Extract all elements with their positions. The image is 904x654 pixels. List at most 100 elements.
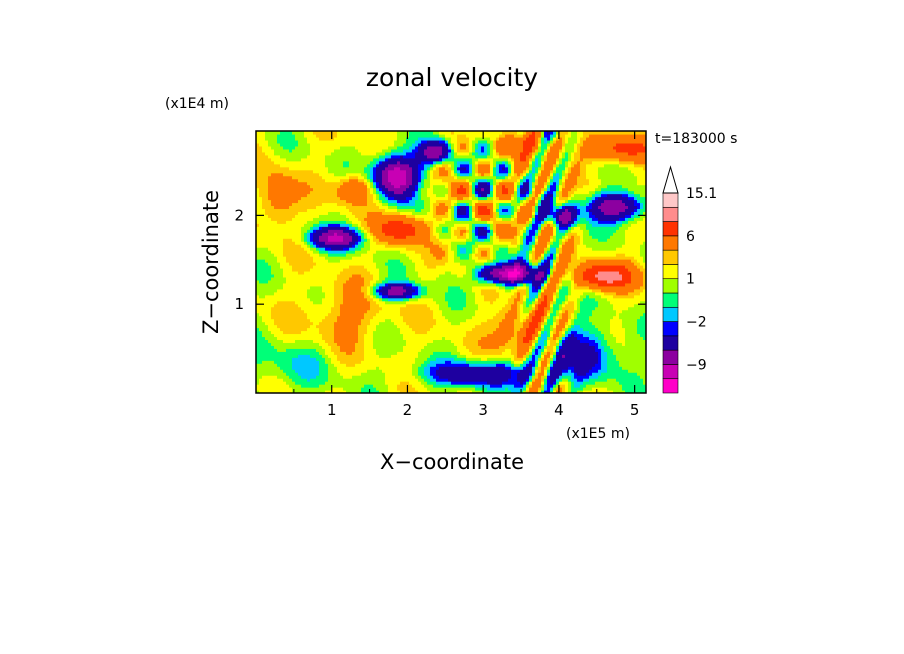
heatmap-cell bbox=[295, 303, 299, 308]
heatmap-cell bbox=[298, 148, 302, 153]
heatmap-cell bbox=[304, 321, 308, 326]
heatmap-cell bbox=[316, 279, 320, 284]
heatmap-cell bbox=[307, 208, 311, 212]
heatmap-cell bbox=[388, 253, 392, 257]
heatmap-cell bbox=[403, 369, 407, 373]
heatmap-cell bbox=[346, 211, 350, 215]
heatmap-cell bbox=[379, 247, 383, 251]
heatmap-cell bbox=[277, 229, 281, 233]
heatmap-cell bbox=[298, 247, 302, 251]
heatmap-cell bbox=[352, 285, 356, 290]
heatmap-cell bbox=[343, 178, 347, 183]
heatmap-cell bbox=[388, 139, 392, 144]
heatmap-cell bbox=[349, 178, 353, 183]
heatmap-cell bbox=[271, 327, 275, 332]
heatmap-cell bbox=[301, 196, 305, 201]
heatmap-cell bbox=[391, 300, 395, 305]
heatmap-cell bbox=[346, 309, 350, 314]
heatmap-cell bbox=[376, 169, 380, 174]
heatmap-cell bbox=[328, 309, 332, 314]
heatmap-cell bbox=[391, 148, 395, 153]
heatmap-cell bbox=[280, 199, 284, 204]
heatmap-cell bbox=[286, 262, 290, 266]
heatmap-cell bbox=[337, 372, 341, 376]
heatmap-cell bbox=[343, 208, 347, 212]
heatmap-cell bbox=[265, 312, 269, 317]
heatmap-cell bbox=[283, 342, 287, 346]
heatmap-cell bbox=[298, 259, 302, 263]
heatmap-cell bbox=[340, 381, 344, 385]
heatmap-cell bbox=[382, 267, 386, 272]
heatmap-cell bbox=[400, 318, 404, 323]
heatmap-cell bbox=[361, 264, 365, 269]
heatmap-cell bbox=[400, 387, 404, 391]
heatmap-cell bbox=[367, 294, 371, 299]
heatmap-cell bbox=[292, 220, 296, 224]
heatmap-cell bbox=[256, 232, 260, 236]
heatmap-cell bbox=[268, 312, 272, 317]
heatmap-cell bbox=[310, 205, 314, 210]
heatmap-cell bbox=[340, 342, 344, 346]
heatmap-cell bbox=[307, 151, 311, 156]
heatmap-cell bbox=[361, 345, 365, 349]
heatmap-cell bbox=[367, 202, 371, 207]
heatmap-cell bbox=[319, 136, 323, 141]
heatmap-cell bbox=[295, 306, 299, 311]
heatmap-cell bbox=[268, 282, 272, 287]
heatmap-cell bbox=[256, 175, 260, 180]
heatmap-cell bbox=[337, 181, 341, 186]
heatmap-cell bbox=[256, 253, 260, 257]
heatmap-cell bbox=[328, 357, 332, 361]
heatmap-cell bbox=[376, 262, 380, 266]
heatmap-cell bbox=[343, 378, 347, 382]
heatmap-cell bbox=[340, 175, 344, 180]
heatmap-cell bbox=[376, 175, 380, 180]
heatmap-cell bbox=[385, 324, 389, 329]
heatmap-cell bbox=[316, 390, 320, 393]
heatmap-cell bbox=[400, 306, 404, 311]
heatmap-cell bbox=[289, 241, 293, 245]
heatmap-cell bbox=[355, 199, 359, 204]
heatmap-cell bbox=[400, 375, 404, 379]
heatmap-cell bbox=[337, 250, 341, 254]
heatmap-cell bbox=[397, 366, 401, 370]
heatmap-cell bbox=[292, 142, 296, 147]
heatmap-cell bbox=[283, 256, 287, 260]
heatmap-cell bbox=[259, 279, 263, 284]
heatmap-cell bbox=[277, 354, 281, 358]
heatmap-cell bbox=[373, 375, 377, 379]
heatmap-cell bbox=[298, 145, 302, 150]
heatmap-cell bbox=[364, 175, 368, 180]
heatmap-cell bbox=[313, 259, 317, 263]
heatmap-cell bbox=[313, 279, 317, 284]
heatmap-cell bbox=[328, 223, 332, 227]
heatmap-cell bbox=[394, 363, 398, 367]
heatmap-cell bbox=[322, 339, 326, 343]
heatmap-cell bbox=[385, 193, 389, 198]
heatmap-cell bbox=[373, 256, 377, 260]
heatmap-cell bbox=[307, 202, 311, 207]
heatmap-cell bbox=[388, 351, 392, 355]
heatmap-cell bbox=[373, 187, 377, 192]
heatmap-cell bbox=[346, 190, 350, 195]
heatmap-cell bbox=[397, 357, 401, 361]
heatmap-cell bbox=[298, 279, 302, 284]
heatmap-cell bbox=[256, 220, 260, 224]
heatmap-cell bbox=[256, 184, 260, 189]
heatmap-cell bbox=[373, 360, 377, 364]
heatmap-cell bbox=[331, 196, 335, 201]
heatmap-cell bbox=[349, 339, 353, 343]
heatmap-cell bbox=[298, 291, 302, 296]
heatmap-cell bbox=[298, 208, 302, 212]
heatmap-cell bbox=[331, 375, 335, 379]
heatmap-cell bbox=[388, 193, 392, 198]
heatmap-cell bbox=[394, 378, 398, 382]
heatmap-cell bbox=[301, 285, 305, 290]
heatmap-cell bbox=[310, 133, 314, 138]
heatmap-cell bbox=[316, 297, 320, 302]
heatmap-cell bbox=[352, 160, 356, 165]
heatmap-cell bbox=[310, 259, 314, 263]
heatmap-cell bbox=[316, 360, 320, 364]
heatmap-cell bbox=[277, 190, 281, 195]
heatmap-cell bbox=[295, 211, 299, 215]
